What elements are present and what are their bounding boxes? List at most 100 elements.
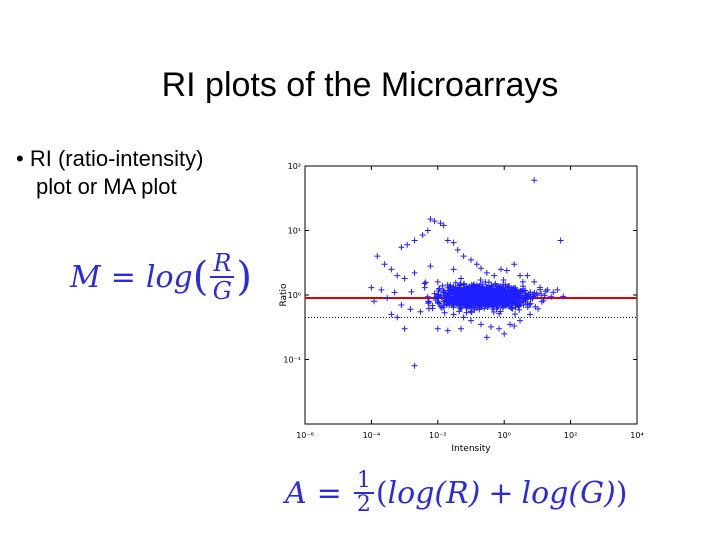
data-point (424, 293, 431, 300)
data-point (527, 289, 534, 296)
data-point (398, 301, 405, 308)
data-point (501, 330, 508, 337)
eq-a-plus: + (488, 475, 514, 511)
data-point (497, 266, 504, 273)
data-point (508, 304, 515, 311)
data-point (487, 298, 494, 305)
data-point (381, 261, 388, 268)
data-point (408, 288, 415, 295)
x-tick-label: 10⁻² (429, 431, 447, 440)
eq-a-close: ) (615, 475, 628, 511)
data-point (482, 297, 489, 304)
data-point (483, 269, 490, 276)
data-point (500, 304, 507, 311)
data-point (497, 297, 504, 304)
data-point (374, 253, 381, 260)
data-point (439, 282, 446, 289)
data-point (488, 293, 495, 300)
data-point (424, 227, 431, 234)
data-point (427, 263, 434, 270)
data-point (440, 289, 447, 296)
data-point (421, 284, 428, 291)
data-point (476, 306, 483, 313)
data-point (434, 278, 441, 285)
data-point (477, 303, 484, 310)
data-point (537, 286, 544, 293)
data-point (531, 177, 538, 184)
data-point (478, 301, 485, 308)
data-point (507, 321, 514, 328)
data-point (437, 303, 444, 310)
data-point (467, 299, 474, 306)
y-tick-label: 10² (288, 162, 301, 171)
bullet-item: • RI (ratio-intensity) (16, 145, 203, 173)
data-point (401, 325, 408, 332)
data-point (506, 299, 513, 306)
data-point (394, 314, 401, 321)
data-point (449, 296, 456, 303)
data-point (495, 285, 502, 292)
data-point (517, 317, 524, 324)
x-tick-label: 10⁰ (498, 431, 511, 440)
data-point (483, 285, 490, 292)
data-point (456, 308, 463, 315)
data-point (411, 269, 418, 276)
data-point (529, 295, 536, 302)
data-point (458, 275, 465, 282)
data-point (384, 294, 391, 301)
data-point (526, 301, 533, 308)
bullet-line-1: RI (ratio-intensity) (29, 146, 204, 171)
eq-a-numerator: 1 (353, 470, 374, 494)
data-point (544, 286, 551, 293)
data-point (411, 362, 418, 369)
y-tick-label: 10⁻¹ (283, 356, 301, 365)
eq-m-fn: log (145, 259, 193, 295)
data-point (468, 317, 474, 324)
data-point (453, 301, 460, 308)
slide-title: RI plots of the Microarrays (161, 66, 559, 104)
eq-a-term2: log(G) (521, 475, 616, 511)
data-point (462, 303, 469, 310)
data-point (519, 294, 526, 301)
equation-m: M = log ( R G ) (70, 250, 252, 304)
data-point (463, 300, 470, 307)
data-point (436, 300, 443, 307)
data-point (394, 272, 401, 279)
data-point (508, 293, 515, 300)
data-point (450, 266, 457, 273)
data-point (560, 293, 567, 300)
bullet-line-2: plot or MA plot (36, 174, 177, 199)
eq-m-equals: = (110, 259, 136, 295)
eq-a-equals: = (316, 475, 342, 511)
data-point (368, 284, 375, 291)
data-point (445, 299, 452, 306)
data-point (411, 237, 418, 244)
data-point (491, 297, 498, 304)
data-point (524, 272, 531, 279)
data-point (502, 294, 509, 301)
eq-a-denominator: 2 (356, 492, 371, 517)
data-point (460, 314, 467, 321)
bullet-list: • RI (ratio-intensity) plot or MA plot (16, 145, 203, 201)
data-point (477, 321, 484, 328)
eq-a-term1: log(R) (387, 475, 481, 511)
data-point (458, 298, 465, 305)
eq-m-open: ( (192, 254, 209, 300)
data-point (541, 292, 548, 299)
eq-m-numerator: R (210, 250, 235, 278)
y-axis-label: Ratio (279, 283, 289, 307)
data-point (378, 286, 385, 293)
data-point (506, 303, 513, 310)
data-point (422, 279, 429, 286)
data-point (458, 304, 465, 311)
x-tick-label: 10⁻⁶ (296, 431, 314, 440)
data-point (444, 327, 451, 334)
data-point (487, 323, 494, 330)
data-point (527, 311, 534, 318)
data-point (417, 308, 424, 315)
data-point (484, 286, 491, 293)
data-point (500, 276, 507, 283)
data-point (450, 239, 457, 246)
data-point (502, 288, 509, 295)
